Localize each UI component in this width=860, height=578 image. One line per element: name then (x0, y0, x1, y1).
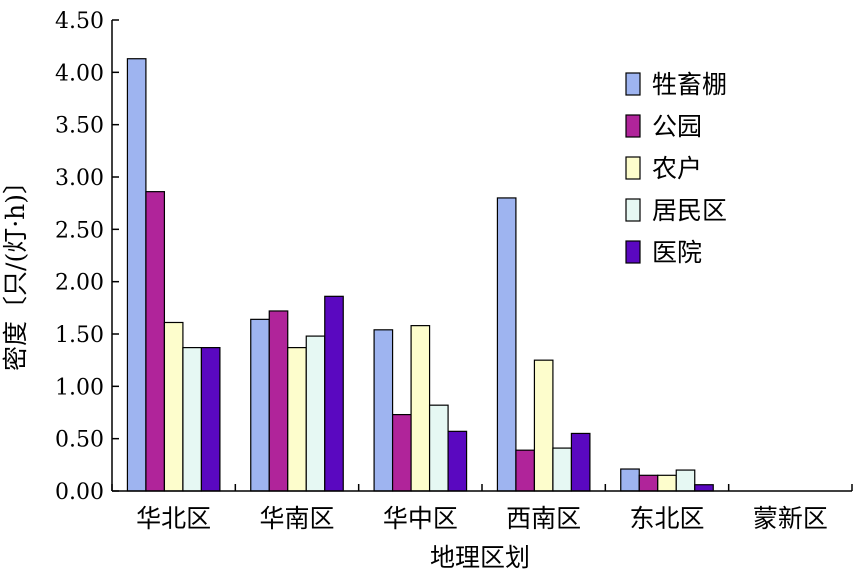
legend-label: 农户 (652, 154, 702, 183)
bar (287, 347, 307, 492)
bar (657, 474, 677, 492)
bar (638, 474, 659, 492)
y-tick-label: 0.50 (55, 428, 104, 453)
y-tick-label: 2.50 (55, 218, 104, 243)
bar (324, 295, 344, 492)
bar (533, 359, 554, 492)
x-category-label: 东北区 (629, 504, 704, 533)
y-tick-label: 2.00 (55, 271, 104, 296)
legend-swatch (625, 114, 641, 138)
axes-layer (111, 19, 853, 492)
y-tick-label: 1.50 (55, 323, 104, 348)
bar (410, 325, 431, 492)
bar (145, 191, 166, 492)
bar (250, 318, 270, 492)
legend-label: 牲畜棚 (652, 70, 727, 99)
legend-label: 居民区 (652, 196, 727, 225)
bar (496, 197, 517, 492)
bar (373, 329, 394, 492)
y-tick-label: 0.00 (55, 480, 104, 505)
x-axis-title: 地理区划 (430, 543, 530, 572)
bar (447, 430, 468, 492)
legend-swatch (625, 72, 641, 96)
bar (305, 335, 326, 492)
bar (126, 58, 147, 492)
y-tick-label: 4.00 (55, 61, 104, 86)
bar (694, 484, 714, 492)
x-category-label: 华中区 (383, 504, 458, 533)
x-category-label: 蒙新区 (753, 504, 828, 533)
y-axis-title: 密度〔只/(灯·h)〕 (1, 169, 30, 371)
bar (552, 447, 573, 492)
bar (620, 468, 640, 492)
x-category-label: 华南区 (259, 504, 334, 533)
y-tick-label: 4.50 (55, 9, 104, 34)
x-category-label: 西南区 (506, 504, 581, 533)
x-category-label: 华北区 (136, 504, 211, 533)
legend-swatch (625, 156, 641, 180)
x-category-labels: 华北区 华南区 华中区 西南区 东北区 蒙新区 (136, 504, 828, 533)
y-tick-label: 3.50 (55, 114, 104, 139)
bar (428, 404, 449, 492)
y-tick-label: 3.00 (55, 166, 104, 191)
legend-swatch (625, 198, 641, 222)
y-tick-label: 1.00 (55, 375, 104, 400)
bar (182, 347, 203, 492)
legend-swatch (625, 240, 641, 264)
bar (200, 347, 221, 492)
bar (515, 449, 536, 492)
y-tick-labels: 0.00 0.50 1.00 1.50 2.00 2.50 3.00 3.50 4.00 4.50 (55, 9, 104, 505)
legend-label: 公园 (652, 112, 702, 141)
bar (391, 413, 412, 492)
legend-label: 医院 (652, 238, 702, 267)
bar (268, 310, 289, 492)
bar (570, 432, 591, 492)
bar (675, 469, 696, 492)
bars-layer (126, 58, 714, 492)
bar (163, 321, 184, 492)
